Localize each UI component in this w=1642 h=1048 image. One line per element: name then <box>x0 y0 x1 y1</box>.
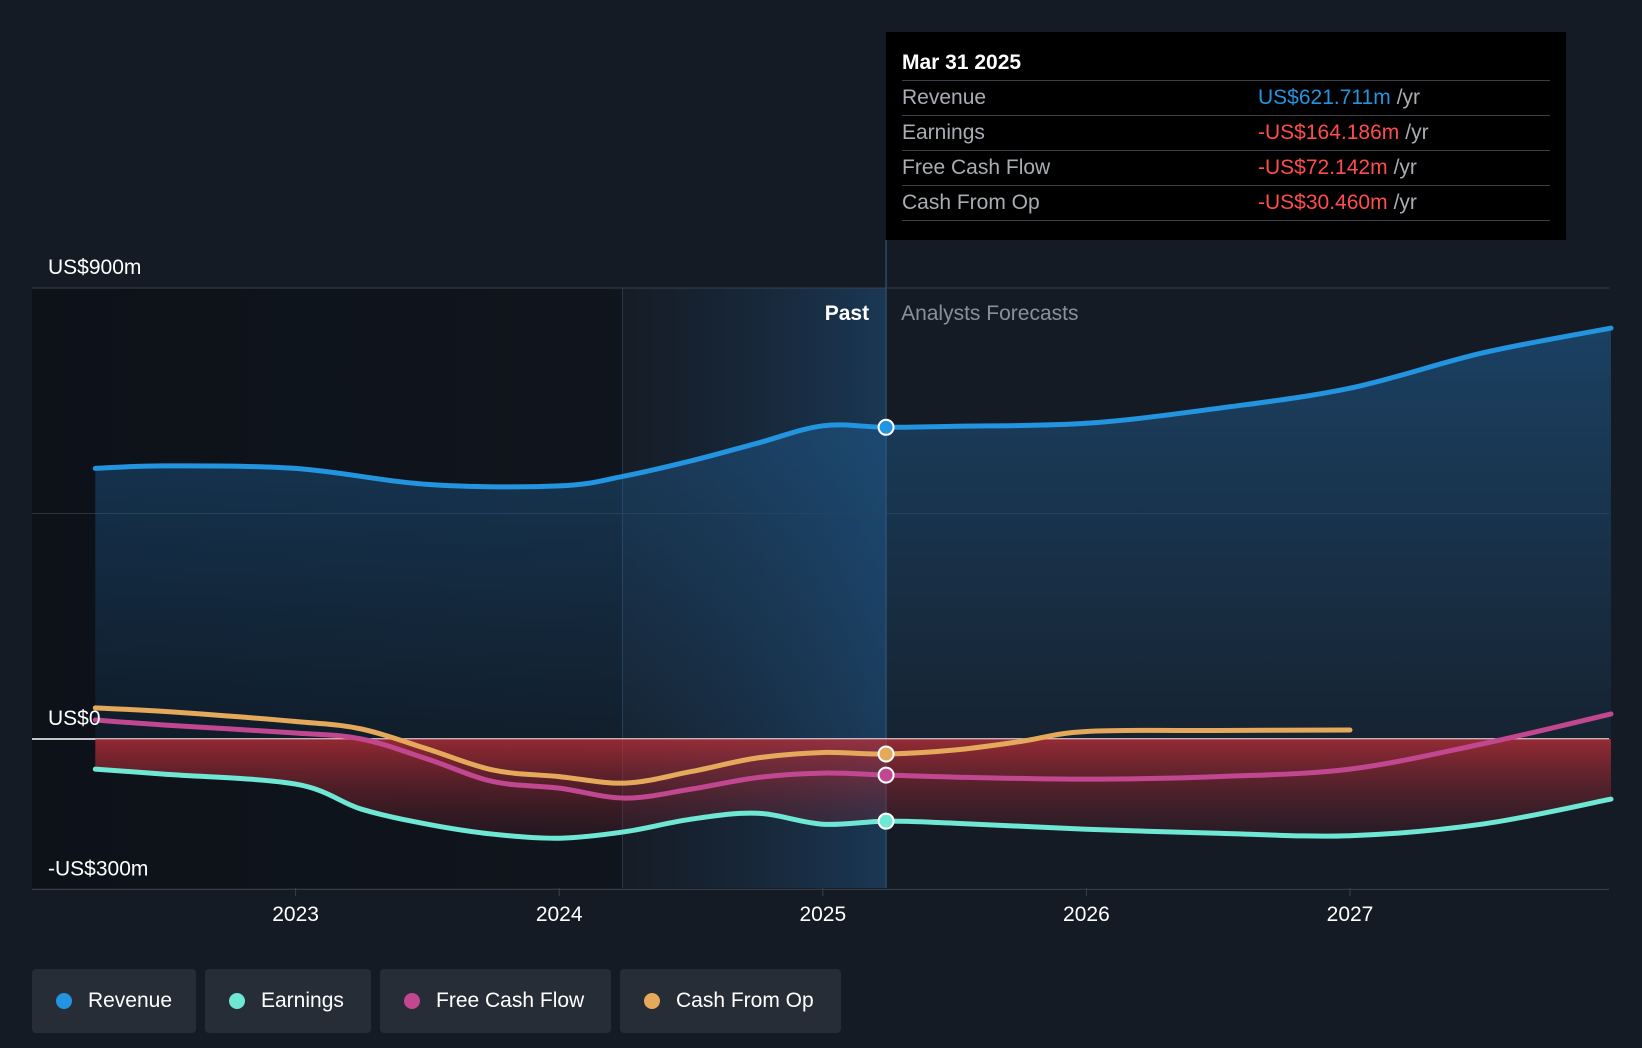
legend-item-free-cash-flow[interactable]: Free Cash Flow <box>380 969 611 1033</box>
revenue-area <box>95 328 1611 739</box>
tooltip-unit: /yr <box>1396 86 1421 109</box>
tooltip-value: US$621.711m <box>1258 86 1391 109</box>
y-axis-label: -US$300m <box>48 857 148 880</box>
forecast-region-label: Analysts Forecasts <box>901 302 1078 325</box>
tooltip-label: Earnings <box>902 121 985 144</box>
cash-from-op-line <box>92 705 1353 786</box>
tooltip-panel: Mar 31 2025 Revenue US$621.711m/yr Earni… <box>886 32 1566 240</box>
tooltip-unit: /yr <box>1393 156 1417 179</box>
legend-label: Revenue <box>87 989 172 1012</box>
tooltip-value: -US$72.142m <box>1258 156 1388 179</box>
legend-label: Earnings <box>261 989 344 1012</box>
tooltip-row-earnings: Earnings -US$164.186m/yr <box>902 115 1550 150</box>
legend-dot <box>229 993 245 1009</box>
revenue-line <box>92 325 1614 490</box>
tooltip-label: Free Cash Flow <box>902 156 1051 179</box>
x-axis-tick-label: 2024 <box>536 903 583 926</box>
tooltip-unit: /yr <box>1393 191 1417 214</box>
tooltip-row-revenue: Revenue US$621.711m/yr <box>902 80 1550 115</box>
legend-item-cash-from-op[interactable]: Cash From Op <box>620 969 841 1033</box>
x-axis-tick-label: 2023 <box>272 903 319 926</box>
legend-item-earnings[interactable]: Earnings <box>205 969 371 1033</box>
x-axis-tick-label: 2026 <box>1063 903 1110 926</box>
x-axis-tick-label: 2027 <box>1327 903 1374 926</box>
tooltip-row-cash-from-op: Cash From Op -US$30.460m/yr <box>902 185 1550 221</box>
earnings-marker <box>877 812 895 830</box>
legend-dot <box>56 993 72 1009</box>
legend-label: Free Cash Flow <box>436 989 585 1012</box>
tooltip-label: Cash From Op <box>902 191 1040 214</box>
tooltip-value: -US$30.460m <box>1258 191 1388 214</box>
tooltip-value: -US$164.186m <box>1258 121 1400 144</box>
x-axis-tick-label: 2025 <box>799 903 846 926</box>
revenue-marker <box>877 418 895 436</box>
free-cash-flow-marker <box>877 766 895 784</box>
tooltip-date: Mar 31 2025 <box>902 51 1022 74</box>
free-cash-flow-line <box>92 711 1614 801</box>
y-axis-label: US$900m <box>48 256 141 279</box>
legend-label: Cash From Op <box>676 989 814 1012</box>
tooltip-label: Revenue <box>902 86 987 109</box>
legend-dot <box>644 993 660 1009</box>
legend: Revenue Earnings Free Cash Flow Cash Fro… <box>32 969 841 1033</box>
legend-item-revenue[interactable]: Revenue <box>32 969 196 1033</box>
tooltip-row-free-cash-flow: Free Cash Flow -US$72.142m/yr <box>902 150 1550 185</box>
y-axis-label: US$0 <box>48 707 101 730</box>
legend-dot <box>404 993 420 1009</box>
cash-from-op-marker <box>877 745 895 763</box>
tooltip-unit: /yr <box>1405 121 1429 144</box>
financial-chart: US$900m US$0 -US$300m 2023 2024 2025 2026 2027 P… <box>32 240 1614 926</box>
past-region-label: Past <box>825 302 869 325</box>
earnings-line <box>92 766 1614 841</box>
